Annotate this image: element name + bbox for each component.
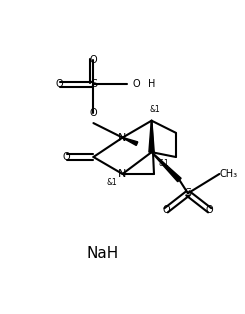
- Text: &1: &1: [150, 105, 160, 114]
- Text: O: O: [206, 205, 213, 215]
- Text: S: S: [90, 79, 97, 89]
- Text: CH₃: CH₃: [219, 169, 237, 179]
- Text: N: N: [118, 133, 127, 143]
- Text: O: O: [90, 108, 97, 118]
- Text: S: S: [184, 188, 191, 198]
- Polygon shape: [151, 152, 181, 182]
- Text: NaH: NaH: [87, 246, 119, 261]
- Text: O: O: [90, 55, 97, 65]
- Text: &1: &1: [106, 178, 117, 187]
- Text: O: O: [56, 79, 63, 89]
- Text: N: N: [118, 169, 127, 179]
- Text: O: O: [132, 79, 140, 89]
- Polygon shape: [149, 121, 154, 152]
- Polygon shape: [122, 138, 138, 145]
- Text: O: O: [162, 205, 170, 215]
- Text: &1: &1: [159, 159, 170, 168]
- Text: O: O: [63, 152, 71, 162]
- Text: H: H: [148, 79, 155, 89]
